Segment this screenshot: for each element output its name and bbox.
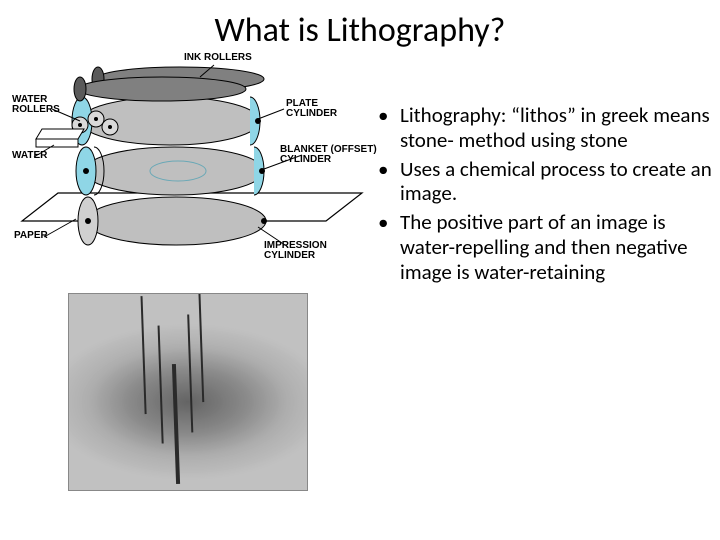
bullet-list: Lithography: “lithos” in greek means sto…: [378, 103, 712, 284]
water-tray: [36, 129, 84, 147]
label-water-rollers: WATERROLLERS: [12, 95, 60, 115]
page-title: What is Lithography?: [0, 0, 720, 59]
lithograph-image: [68, 293, 308, 491]
right-column: Lithography: “lithos” in greek means sto…: [370, 59, 720, 539]
label-blanket-cylinder: BLANKET (OFFSET)CYLINDER: [280, 145, 377, 165]
label-paper: PAPER: [14, 231, 48, 241]
ink-rollers: [74, 67, 264, 101]
label-plate-cylinder: PLATECYLINDER: [286, 99, 337, 119]
label-water: WATER: [12, 151, 47, 161]
press-diagram: INK ROLLERS PLATECYLINDER BLANKET (OFFSE…: [14, 59, 362, 281]
list-item: The positive part of an image is water-r…: [378, 210, 712, 284]
blanket-cylinder: [76, 147, 265, 195]
lithograph-image-wrap: [14, 293, 362, 491]
label-impression-cylinder: IMPRESSIONCYLINDER: [264, 241, 327, 261]
label-ink-rollers: INK ROLLERS: [184, 53, 252, 63]
list-item: Lithography: “lithos” in greek means sto…: [378, 103, 712, 153]
left-column: INK ROLLERS PLATECYLINDER BLANKET (OFFSE…: [0, 59, 370, 539]
list-item: Uses a chemical process to create an ima…: [378, 157, 712, 207]
content-row: INK ROLLERS PLATECYLINDER BLANKET (OFFSE…: [0, 59, 720, 539]
